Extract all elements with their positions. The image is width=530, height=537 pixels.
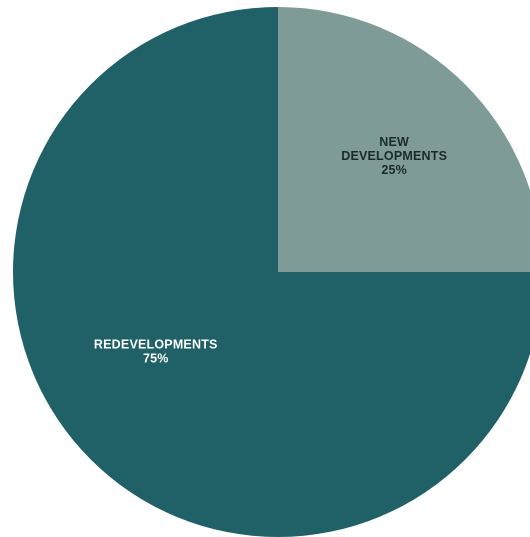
- slice-name-label: DEVELOPMENTS: [341, 149, 447, 163]
- slice-value-label: 75%: [143, 351, 169, 365]
- slice-name-label: NEW: [379, 135, 409, 149]
- slice-value-label: 25%: [381, 163, 407, 177]
- pie-slices: [13, 7, 530, 537]
- slice-name-label: REDEVELOPMENTS: [94, 337, 218, 351]
